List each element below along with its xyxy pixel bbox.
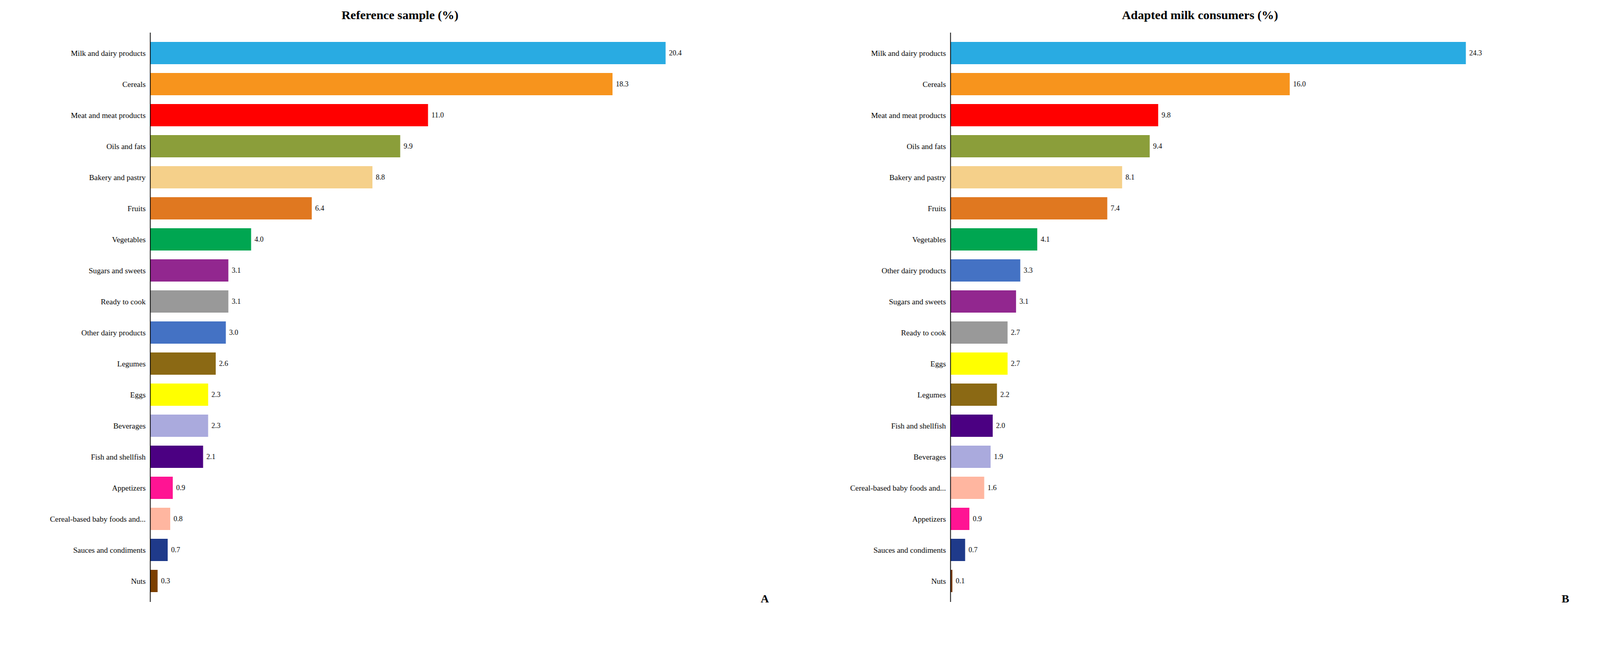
svg-text:Sauces and condiments: Sauces and condiments bbox=[873, 545, 946, 555]
svg-text:3.1: 3.1 bbox=[231, 297, 242, 306]
svg-text:Sugars and sweets: Sugars and sweets bbox=[88, 266, 146, 275]
svg-text:3.1: 3.1 bbox=[1019, 297, 1029, 306]
svg-text:7.4: 7.4 bbox=[1110, 204, 1120, 213]
svg-text:2.3: 2.3 bbox=[211, 390, 221, 399]
svg-text:2.3: 2.3 bbox=[211, 421, 221, 430]
svg-text:0.9: 0.9 bbox=[972, 514, 982, 523]
svg-text:2.7: 2.7 bbox=[1010, 328, 1021, 337]
svg-text:Legumes: Legumes bbox=[117, 359, 146, 368]
svg-text:Sauces and condiments: Sauces and condiments bbox=[73, 545, 146, 555]
svg-text:3.3: 3.3 bbox=[1023, 266, 1034, 275]
svg-text:Legumes: Legumes bbox=[917, 390, 946, 399]
svg-text:Eggs: Eggs bbox=[130, 390, 146, 399]
svg-text:Fish and shellfish: Fish and shellfish bbox=[890, 421, 946, 430]
svg-text:Meat and meat products: Meat and meat products bbox=[871, 111, 947, 120]
svg-text:20.4: 20.4 bbox=[668, 49, 682, 57]
svg-text:Fish and shellfish: Fish and shellfish bbox=[91, 452, 146, 461]
svg-text:Bakery and pastry: Bakery and pastry bbox=[89, 173, 147, 182]
svg-text:11.0: 11.0 bbox=[431, 111, 444, 119]
svg-text:Nuts: Nuts bbox=[130, 576, 146, 586]
svg-text:Fruits: Fruits bbox=[927, 204, 946, 213]
svg-text:6.4: 6.4 bbox=[315, 204, 325, 213]
svg-text:Beverages: Beverages bbox=[113, 421, 146, 430]
svg-text:Milk and dairy products: Milk and dairy products bbox=[70, 49, 146, 58]
svg-text:2.1: 2.1 bbox=[206, 452, 216, 461]
svg-text:Cereals: Cereals bbox=[122, 80, 146, 89]
svg-text:0.7: 0.7 bbox=[171, 545, 181, 554]
svg-text:3.0: 3.0 bbox=[229, 328, 239, 337]
svg-text:9.4: 9.4 bbox=[1153, 142, 1163, 151]
svg-text:4.1: 4.1 bbox=[1040, 235, 1050, 244]
svg-text:Meat and meat products: Meat and meat products bbox=[70, 111, 146, 120]
svg-text:8.1: 8.1 bbox=[1125, 173, 1135, 182]
svg-text:9.8: 9.8 bbox=[1161, 111, 1171, 119]
svg-text:0.1: 0.1 bbox=[955, 576, 965, 585]
svg-text:1.6: 1.6 bbox=[987, 483, 997, 492]
svg-text:0.9: 0.9 bbox=[176, 483, 186, 492]
svg-text:Cereal-based baby foods and...: Cereal-based baby foods and... bbox=[50, 514, 146, 523]
svg-text:Eggs: Eggs bbox=[930, 359, 946, 368]
svg-text:Sugars and sweets: Sugars and sweets bbox=[888, 297, 946, 306]
svg-text:Other dairy products: Other dairy products bbox=[881, 266, 946, 275]
svg-text:2.7: 2.7 bbox=[1010, 359, 1021, 368]
svg-text:3.1: 3.1 bbox=[231, 266, 242, 275]
svg-text:Other dairy products: Other dairy products bbox=[81, 328, 146, 337]
svg-text:Oils and fats: Oils and fats bbox=[106, 142, 146, 151]
svg-text:0.3: 0.3 bbox=[160, 576, 171, 585]
svg-text:Vegetables: Vegetables bbox=[112, 235, 146, 244]
svg-text:8.8: 8.8 bbox=[376, 173, 386, 182]
svg-text:2.2: 2.2 bbox=[999, 390, 1010, 399]
svg-text:4.0: 4.0 bbox=[254, 235, 264, 244]
svg-text:Nuts: Nuts bbox=[931, 576, 947, 586]
html-text:Reference sample (%): Reference sample (%) bbox=[341, 8, 459, 22]
svg-text:0.8: 0.8 bbox=[173, 514, 184, 523]
svg-text:Oils and fats: Oils and fats bbox=[906, 142, 946, 151]
html-text:Adapted milk consumers (%): Adapted milk consumers (%) bbox=[1121, 8, 1279, 22]
svg-text:A: A bbox=[760, 591, 770, 605]
svg-text:Fruits: Fruits bbox=[127, 204, 146, 213]
svg-text:Cereals: Cereals bbox=[922, 80, 946, 89]
svg-text:Cereal-based baby foods and...: Cereal-based baby foods and... bbox=[849, 483, 946, 492]
svg-text:16.0: 16.0 bbox=[1292, 80, 1306, 88]
svg-text:1.9: 1.9 bbox=[993, 452, 1004, 461]
svg-text:9.9: 9.9 bbox=[403, 142, 413, 151]
svg-text:Ready to cook: Ready to cook bbox=[100, 297, 146, 306]
svg-text:Milk and dairy products: Milk and dairy products bbox=[871, 49, 947, 58]
svg-text:B: B bbox=[1561, 591, 1570, 605]
svg-text:Appetizers: Appetizers bbox=[112, 483, 146, 492]
svg-text:24.3: 24.3 bbox=[1469, 49, 1483, 57]
svg-text:Beverages: Beverages bbox=[913, 452, 947, 461]
svg-text:2.0: 2.0 bbox=[995, 421, 1006, 430]
svg-text:Appetizers: Appetizers bbox=[911, 514, 946, 523]
svg-text:Vegetables: Vegetables bbox=[911, 235, 946, 244]
svg-text:0.7: 0.7 bbox=[968, 545, 978, 554]
svg-text:Ready to cook: Ready to cook bbox=[901, 328, 947, 337]
svg-text:18.3: 18.3 bbox=[616, 80, 630, 88]
svg-text:2.6: 2.6 bbox=[219, 359, 229, 368]
svg-text:Bakery and pastry: Bakery and pastry bbox=[889, 173, 947, 182]
